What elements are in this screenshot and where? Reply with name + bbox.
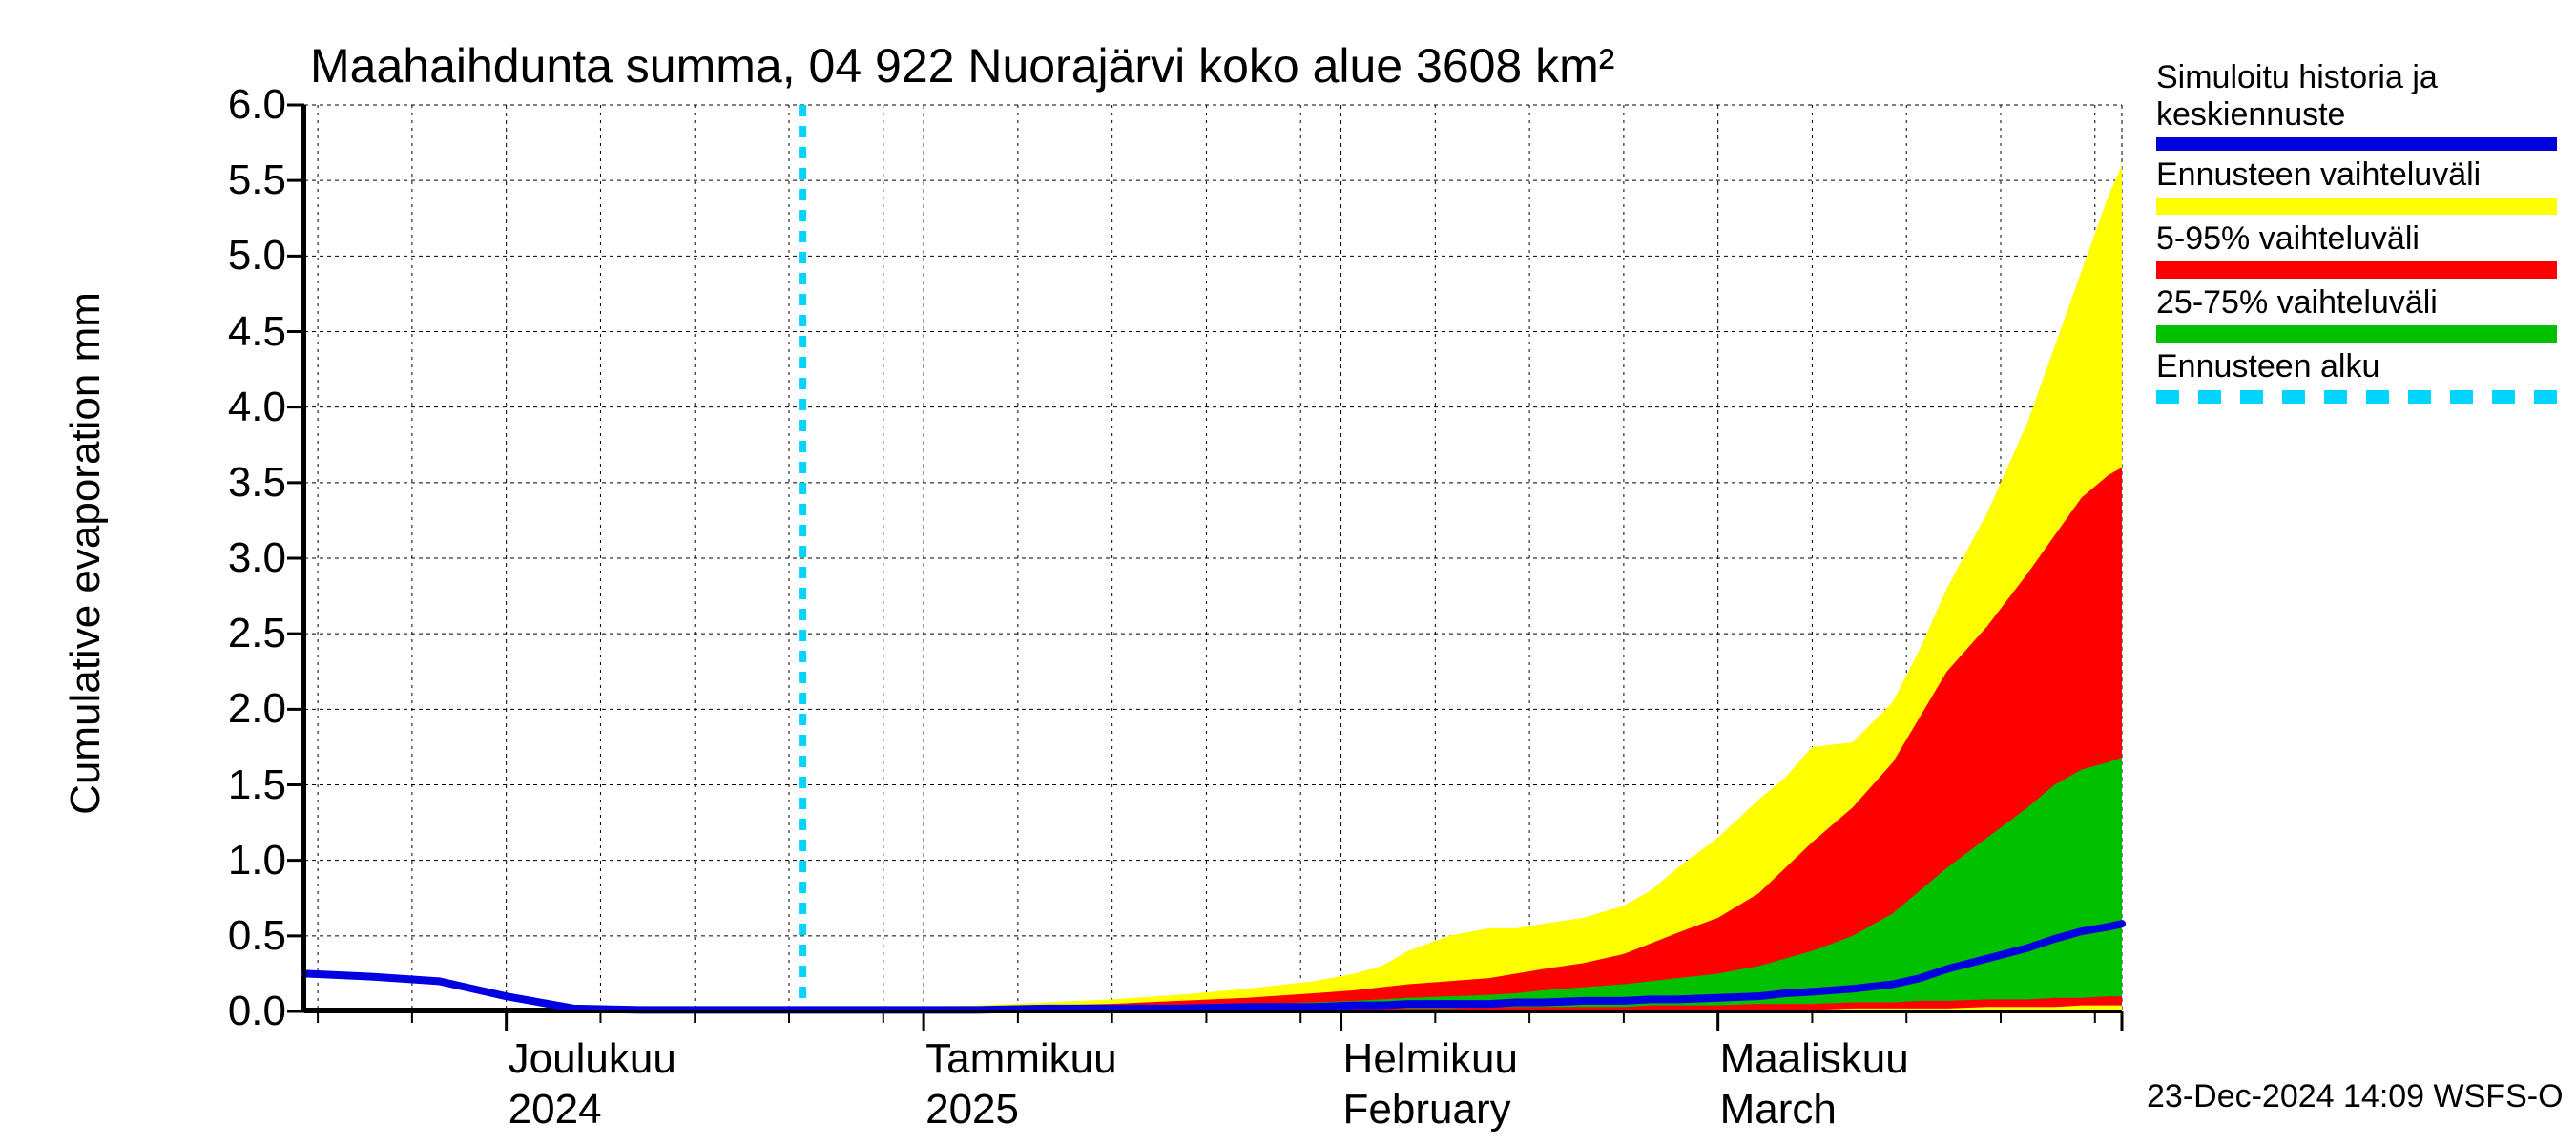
y-tick-label: 4.5: [153, 308, 286, 356]
y-tick-label: 6.0: [153, 81, 286, 129]
legend-label: 5-95% vaihteluväli: [2156, 220, 2557, 258]
y-tick-label: 0.5: [153, 912, 286, 960]
legend-label: 25-75% vaihteluväli: [2156, 284, 2557, 322]
x-month-label: Tammikuu2025: [925, 1034, 1117, 1135]
legend-label: keskiennuste: [2156, 96, 2557, 134]
footer-timestamp: 23-Dec-2024 14:09 WSFS-O: [2147, 1078, 2564, 1115]
x-month-label: Joulukuu2024: [509, 1034, 676, 1135]
y-tick-label: 3.5: [153, 459, 286, 507]
legend-swatch: [2156, 261, 2557, 279]
chart-title: Maahaihdunta summa, 04 922 Nuorajärvi ko…: [310, 38, 1614, 94]
forecast-bands: [304, 165, 2122, 1010]
x-month-label: HelmikuuFebruary: [1343, 1034, 1518, 1135]
y-tick-label: 2.5: [153, 610, 286, 657]
y-tick-label: 0.0: [153, 988, 286, 1035]
y-tick-label: 5.5: [153, 156, 286, 204]
band-5-95: [304, 468, 2122, 1010]
y-tick-label: 5.0: [153, 232, 286, 280]
legend-item: Simuloitu historia jakeskiennuste: [2156, 59, 2557, 151]
plot-area: [301, 105, 2118, 1011]
legend-swatch: [2156, 325, 2557, 343]
y-tick-label: 3.0: [153, 534, 286, 582]
plot-svg: [304, 105, 2122, 1011]
legend-item: 25-75% vaihteluväli: [2156, 284, 2557, 343]
y-axis-label: Cumulative evaporation mm: [62, 172, 110, 935]
legend-swatch: [2156, 137, 2557, 151]
y-tick-label: 4.0: [153, 384, 286, 431]
legend-label: Simuloitu historia ja: [2156, 59, 2557, 96]
legend-label: Ennusteen alku: [2156, 348, 2557, 385]
y-tick-label: 2.0: [153, 685, 286, 733]
figure-container: Maahaihdunta summa, 04 922 Nuorajärvi ko…: [0, 0, 2576, 1145]
legend-label: Ennusteen vaihteluväli: [2156, 156, 2557, 194]
legend-swatch: [2156, 198, 2557, 215]
legend-swatch: [2156, 390, 2557, 404]
y-tick-label: 1.0: [153, 837, 286, 885]
legend-item: 5-95% vaihteluväli: [2156, 220, 2557, 279]
legend: Simuloitu historia jakeskiennuste Ennuste…: [2156, 59, 2557, 409]
y-tick-label: 1.5: [153, 761, 286, 809]
legend-item: Ennusteen alku: [2156, 348, 2557, 403]
x-month-label: MaaliskuuMarch: [1720, 1034, 1909, 1135]
legend-item: Ennusteen vaihteluväli: [2156, 156, 2557, 215]
